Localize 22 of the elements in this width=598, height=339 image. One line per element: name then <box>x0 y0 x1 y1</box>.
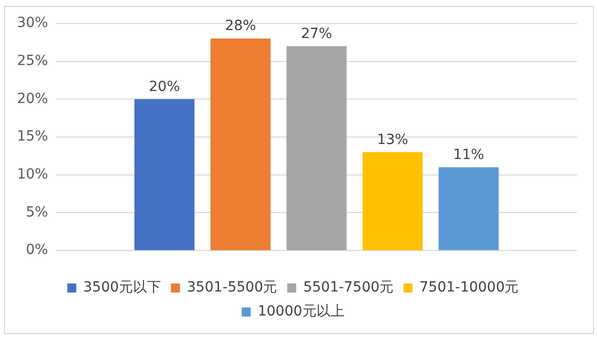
legend-label: 7501-10000元 <box>420 280 519 296</box>
y-tick-label: 25% <box>16 52 48 69</box>
legend-label: 3500元以下 <box>83 280 161 296</box>
y-tick-label: 15% <box>16 128 48 145</box>
data-label: 27% <box>300 26 332 42</box>
bar <box>134 99 194 250</box>
data-label: 20% <box>148 78 180 95</box>
legend-label: 5501-7500元 <box>303 280 394 296</box>
bar <box>362 152 423 250</box>
legend-label: 10000元以上 <box>258 304 344 320</box>
y-tick-label: 20% <box>16 90 48 107</box>
bar <box>438 167 499 250</box>
y-tick-label: 30% <box>16 15 48 32</box>
y-tick-label: 0% <box>26 242 48 258</box>
data-label: 28% <box>224 18 256 34</box>
data-label: 13% <box>377 132 408 148</box>
y-tick-label: 5% <box>26 204 48 220</box>
data-label: 11% <box>453 146 484 163</box>
bar <box>210 38 271 250</box>
y-tick-label: 10% <box>16 166 48 183</box>
legend-label: 3501-5500元 <box>186 280 278 296</box>
bar <box>286 46 347 250</box>
